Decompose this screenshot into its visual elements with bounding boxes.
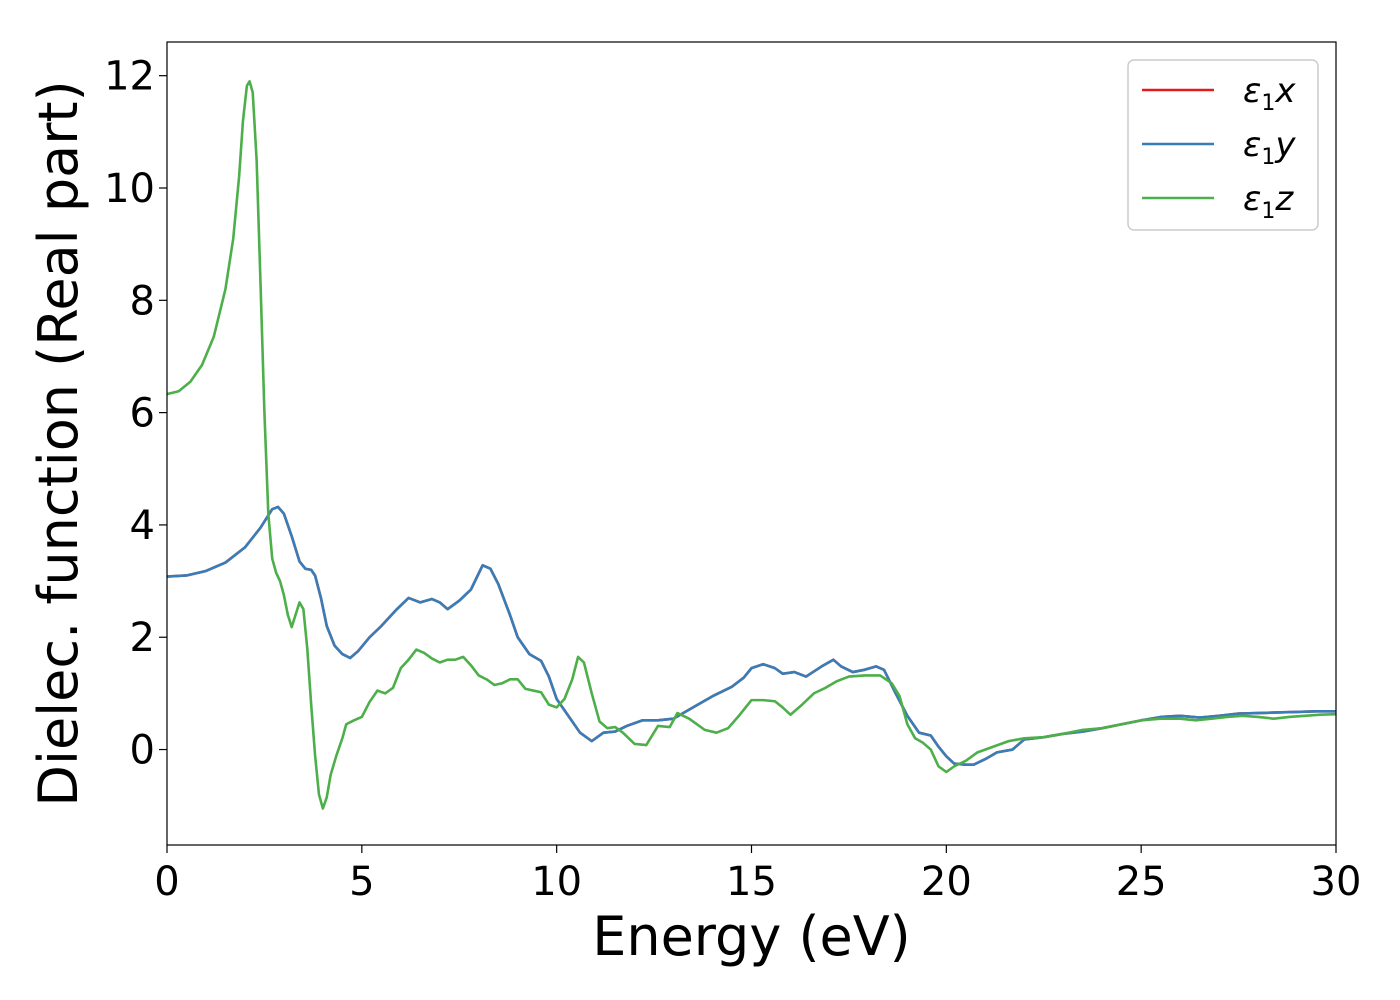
- y-tick-label: 10: [104, 166, 155, 212]
- x-axis: 0 5 10 15 20 25 30: [154, 845, 1361, 905]
- x-tick-label: 15: [726, 859, 777, 905]
- x-tick-label: 30: [1311, 859, 1362, 905]
- y-axis: 0 2 4 6 8 10 12: [104, 54, 167, 774]
- x-tick-label: 20: [921, 859, 972, 905]
- x-tick-label: 10: [531, 859, 582, 905]
- series-line-z: [167, 80, 1336, 810]
- legend-label-x: ε1x: [1243, 71, 1296, 116]
- legend-box: [1127, 59, 1319, 231]
- legend-label-y: ε1y: [1243, 125, 1296, 170]
- y-tick-label: 0: [130, 728, 155, 774]
- x-tick-label: 25: [1116, 859, 1167, 905]
- x-tick-label: 0: [154, 859, 179, 905]
- legend-label-z: ε1z: [1243, 179, 1294, 224]
- legend: ε1x ε1y ε1z: [1127, 59, 1319, 231]
- y-axis-label: Dielec. function (Real part): [27, 80, 90, 806]
- y-tick-label: 2: [130, 615, 155, 661]
- y-tick-label: 12: [104, 54, 155, 100]
- x-tick-label: 5: [349, 859, 374, 905]
- y-tick-label: 4: [130, 503, 155, 549]
- x-axis-label: Energy (eV): [592, 905, 911, 968]
- y-tick-label: 6: [130, 391, 155, 437]
- y-tick-label: 8: [130, 278, 155, 324]
